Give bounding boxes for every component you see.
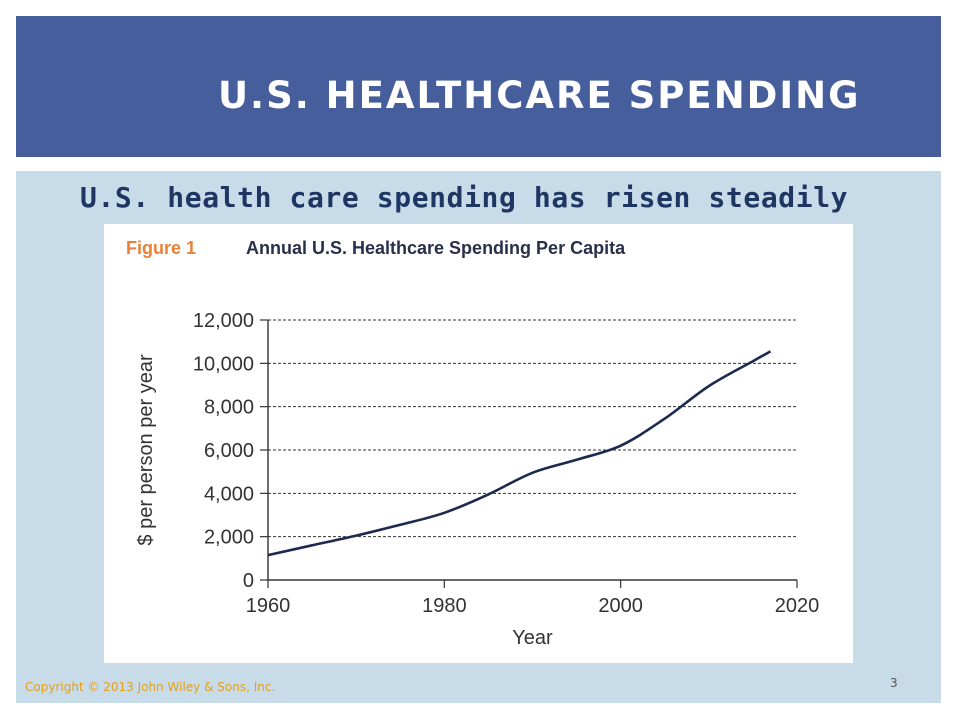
x-tick-label: 1980	[422, 595, 467, 617]
slide-subtitle: U.S. health care spending has risen stea…	[80, 181, 849, 214]
series-layer	[267, 350, 772, 557]
x-tick-label: 1960	[246, 595, 291, 617]
y-tick-label: 4,000	[204, 483, 254, 505]
figure-label: Figure 1	[126, 238, 196, 258]
x-tick-label: 2020	[775, 595, 820, 617]
copyright-notice: Copyright © 2013 John Wiley & Sons, Inc.	[25, 680, 276, 694]
y-tick-label: 0	[243, 570, 254, 592]
chart-title: Annual U.S. Healthcare Spending Per Capi…	[246, 238, 626, 258]
y-tick-label: 6,000	[204, 440, 254, 462]
series-line	[267, 350, 772, 557]
y-tick-label: 8,000	[204, 397, 254, 419]
y-tick-label: 2,000	[204, 527, 254, 549]
gridlines	[268, 319, 797, 538]
x-axis-label: Year	[512, 627, 553, 649]
page-number: 3	[890, 676, 898, 690]
x-tick-label: 2000	[598, 595, 643, 617]
axes	[260, 319, 798, 588]
y-tick-label: 10,000	[193, 353, 254, 375]
title-bar	[16, 16, 941, 157]
tick-labels: 0 2,000 4,000 6,000 8,000 10,000 12,000 1960 198…	[193, 310, 819, 617]
line-chart: Figure 1 Annual U.S. Healthcare Spending…	[126, 238, 819, 649]
y-axis-label: $ per person per year	[135, 354, 157, 546]
slide-title: U.S. HEALTHCARE SPENDING	[218, 74, 861, 117]
y-tick-label: 12,000	[193, 310, 254, 332]
figure-box: Figure 1 Annual U.S. Healthcare Spending…	[104, 224, 853, 663]
